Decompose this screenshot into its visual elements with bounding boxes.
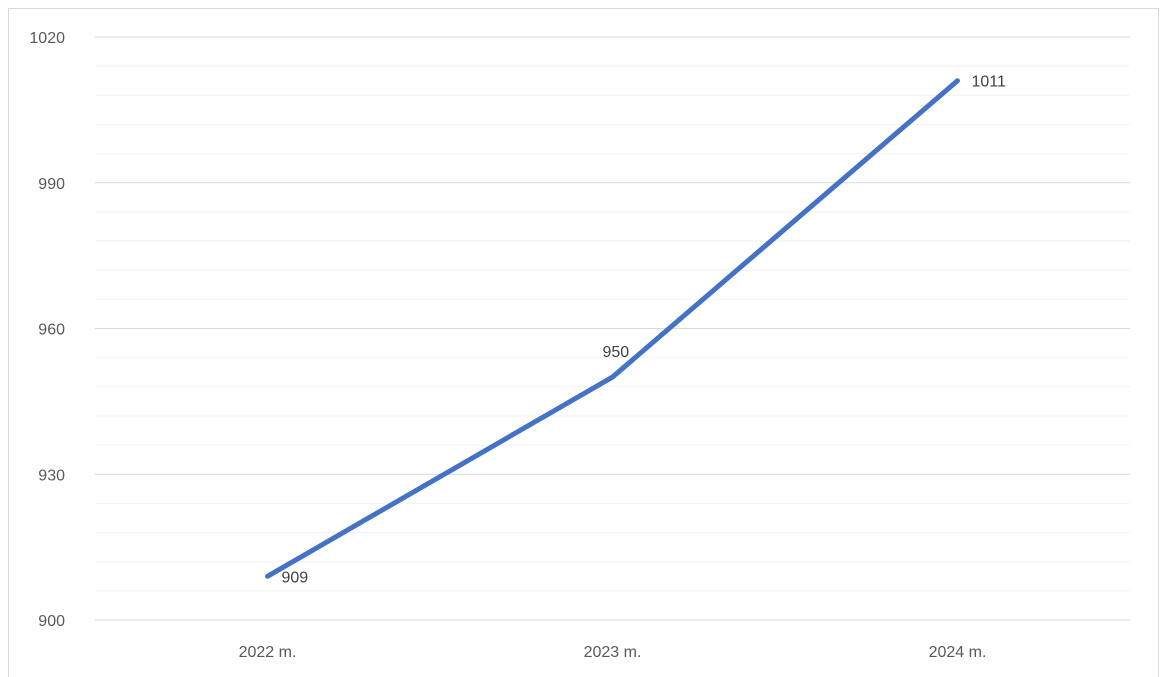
data-label: 909 xyxy=(282,569,309,586)
x-tick-label: 2024 m. xyxy=(929,644,987,661)
chart-frame xyxy=(8,8,1159,677)
x-tick-label: 2023 m. xyxy=(584,644,642,661)
y-tick-label: 930 xyxy=(38,467,65,484)
x-tick-label: 2022 m. xyxy=(239,644,297,661)
series-line xyxy=(265,78,960,579)
y-tick-label: 990 xyxy=(38,176,65,193)
y-tick-label: 960 xyxy=(38,322,65,339)
series-layer xyxy=(265,78,960,579)
data-label: 1011 xyxy=(972,74,1007,91)
x-axis-tick-labels: 2022 m. 2023 m. 2024 m. xyxy=(239,644,987,661)
data-label: 950 xyxy=(603,344,630,361)
y-tick-label: 1020 xyxy=(29,30,65,47)
y-axis-tick-labels: 900 930 960 990 1020 xyxy=(29,30,65,630)
data-labels: 909 950 1011 xyxy=(282,74,1007,587)
minor-gridlines xyxy=(95,65,1130,592)
major-gridlines xyxy=(95,36,1130,621)
y-tick-label: 900 xyxy=(38,613,65,630)
